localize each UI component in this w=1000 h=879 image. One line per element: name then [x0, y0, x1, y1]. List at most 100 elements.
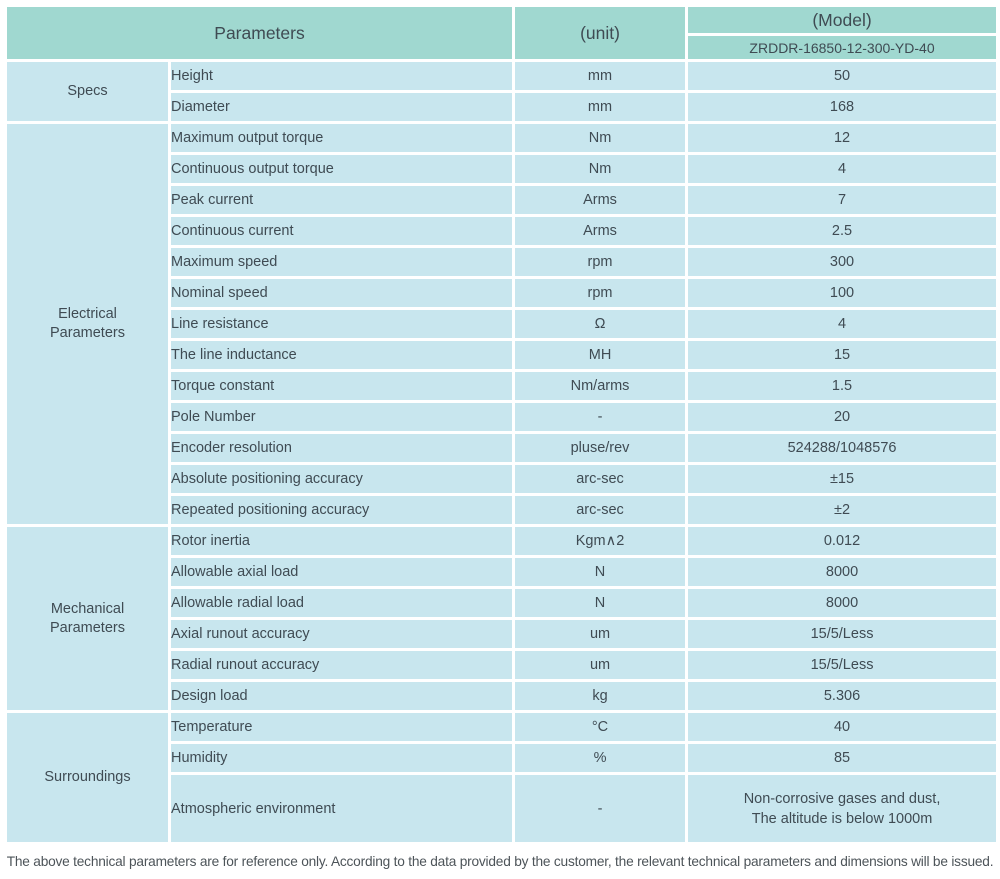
value-cell: 15/5/Less: [685, 617, 1000, 651]
value-cell: 50: [685, 59, 1000, 93]
unit-cell: %: [512, 741, 689, 775]
section-label-electrical: Electrical Parameters: [4, 121, 171, 527]
section-label-mechanical: Mechanical Parameters: [4, 524, 171, 713]
unit-cell: Nm: [512, 152, 689, 186]
unit-header: (unit): [512, 4, 689, 62]
unit-cell: Kgm∧2: [512, 524, 689, 558]
table-row: Radial runout accuracy um 15/5/Less: [6, 648, 1000, 682]
section-label-surroundings: Surroundings: [4, 710, 171, 845]
table-row: Allowable radial load N 8000: [6, 586, 1000, 620]
unit-cell: um: [512, 617, 689, 651]
unit-cell: N: [512, 555, 689, 589]
value-cell: 15: [685, 338, 1000, 372]
param-cell: Allowable radial load: [167, 586, 516, 620]
table-row: Surroundings Temperature °C 40: [4, 710, 1000, 845]
value-cell: 8000: [685, 586, 1000, 620]
table-row: The line inductance MH 15: [6, 338, 1000, 372]
value-cell: 4: [685, 152, 1000, 186]
param-cell: Pole Number: [167, 400, 516, 434]
value-cell: ±2: [685, 493, 1000, 527]
table-row: Repeated positioning accuracy arc-sec ±2: [6, 493, 1000, 527]
param-cell: Allowable axial load: [167, 555, 516, 589]
unit-cell: kg: [512, 679, 689, 713]
value-cell: 5.306: [685, 679, 1000, 713]
model-header: (Model): [685, 4, 1000, 36]
table-row: Continuous output torque Nm 4: [6, 152, 1000, 186]
table-row: Atmospheric environment - Non-corrosive …: [6, 772, 1000, 845]
value-cell: 8000: [685, 555, 1000, 589]
unit-cell: -: [512, 772, 689, 845]
table-row: Pole Number - 20: [6, 400, 1000, 434]
value-cell: Non-corrosive gases and dust, The altitu…: [685, 772, 1000, 845]
param-cell: Continuous current: [167, 214, 516, 248]
value-cell: 40: [685, 710, 1000, 744]
unit-cell: Arms: [512, 183, 689, 217]
param-cell: Encoder resolution: [167, 431, 516, 465]
unit-cell: Nm/arms: [512, 369, 689, 403]
unit-cell: -: [512, 400, 689, 434]
param-cell: Temperature: [167, 710, 516, 744]
unit-cell: arc-sec: [512, 493, 689, 527]
param-cell: Atmospheric environment: [167, 772, 516, 845]
value-cell: ±15: [685, 462, 1000, 496]
param-cell: Peak current: [167, 183, 516, 217]
unit-cell: N: [512, 586, 689, 620]
value-cell: 300: [685, 245, 1000, 279]
table-row: Continuous current Arms 2.5: [6, 214, 1000, 248]
value-cell: 15/5/Less: [685, 648, 1000, 682]
param-cell: Maximum output torque: [167, 121, 516, 155]
unit-cell: rpm: [512, 276, 689, 310]
header-model-row: ZRDDR-16850-12-300-YD-40: [6, 33, 1000, 62]
unit-cell: mm: [512, 90, 689, 124]
table-row: Specs Height mm 50: [4, 59, 1000, 124]
unit-cell: °C: [512, 710, 689, 744]
value-cell: 100: [685, 276, 1000, 310]
param-cell: Maximum speed: [167, 245, 516, 279]
section-label-specs: Specs: [4, 59, 171, 124]
unit-cell: um: [512, 648, 689, 682]
parameters-header: Parameters: [3, 4, 516, 62]
table-row: Absolute positioning accuracy arc-sec ±1…: [6, 462, 1000, 496]
unit-cell: rpm: [512, 245, 689, 279]
value-cell: 2.5: [685, 214, 1000, 248]
model-number: ZRDDR-16850-12-300-YD-40: [685, 33, 1000, 62]
parameters-table: Parameters (unit) (Model) ZRDDR-16850-12…: [3, 4, 1000, 845]
value-cell: 168: [685, 90, 1000, 124]
unit-cell: Arms: [512, 214, 689, 248]
table-row: Humidity % 85: [6, 741, 1000, 775]
param-cell: Nominal speed: [167, 276, 516, 310]
unit-cell: pluse/rev: [512, 431, 689, 465]
param-cell: Torque constant: [167, 369, 516, 403]
value-cell: 0.012: [685, 524, 1000, 558]
table-row: Torque constant Nm/arms 1.5: [6, 369, 1000, 403]
value-cell: 524288/1048576: [685, 431, 1000, 465]
value-cell: 12: [685, 121, 1000, 155]
table-row: Allowable axial load N 8000: [6, 555, 1000, 589]
table-row: Nominal speed rpm 100: [6, 276, 1000, 310]
param-cell: Absolute positioning accuracy: [167, 462, 516, 496]
disclaimer-note: The above technical parameters are for r…: [6, 854, 994, 869]
param-cell: The line inductance: [167, 338, 516, 372]
value-cell: 85: [685, 741, 1000, 775]
value-cell: 1.5: [685, 369, 1000, 403]
param-cell: Repeated positioning accuracy: [167, 493, 516, 527]
param-cell: Height: [167, 59, 516, 93]
table-row: Electrical Parameters Maximum output tor…: [4, 121, 1000, 527]
param-cell: Diameter: [167, 90, 516, 124]
unit-cell: mm: [512, 59, 689, 93]
table-row: Diameter mm 168: [6, 90, 1000, 124]
unit-cell: arc-sec: [512, 462, 689, 496]
param-cell: Humidity: [167, 741, 516, 775]
param-cell: Rotor inertia: [167, 524, 516, 558]
unit-cell: Ω: [512, 307, 689, 341]
header-row: Parameters (unit) (Model): [3, 4, 1000, 62]
value-cell: 7: [685, 183, 1000, 217]
table-row: Peak current Arms 7: [6, 183, 1000, 217]
value-cell: 20: [685, 400, 1000, 434]
param-cell: Line resistance: [167, 307, 516, 341]
table-row: Mechanical Parameters Rotor inertia Kgm∧…: [4, 524, 1000, 713]
param-cell: Radial runout accuracy: [167, 648, 516, 682]
table-row: Encoder resolution pluse/rev 524288/1048…: [6, 431, 1000, 465]
table-row: Axial runout accuracy um 15/5/Less: [6, 617, 1000, 651]
